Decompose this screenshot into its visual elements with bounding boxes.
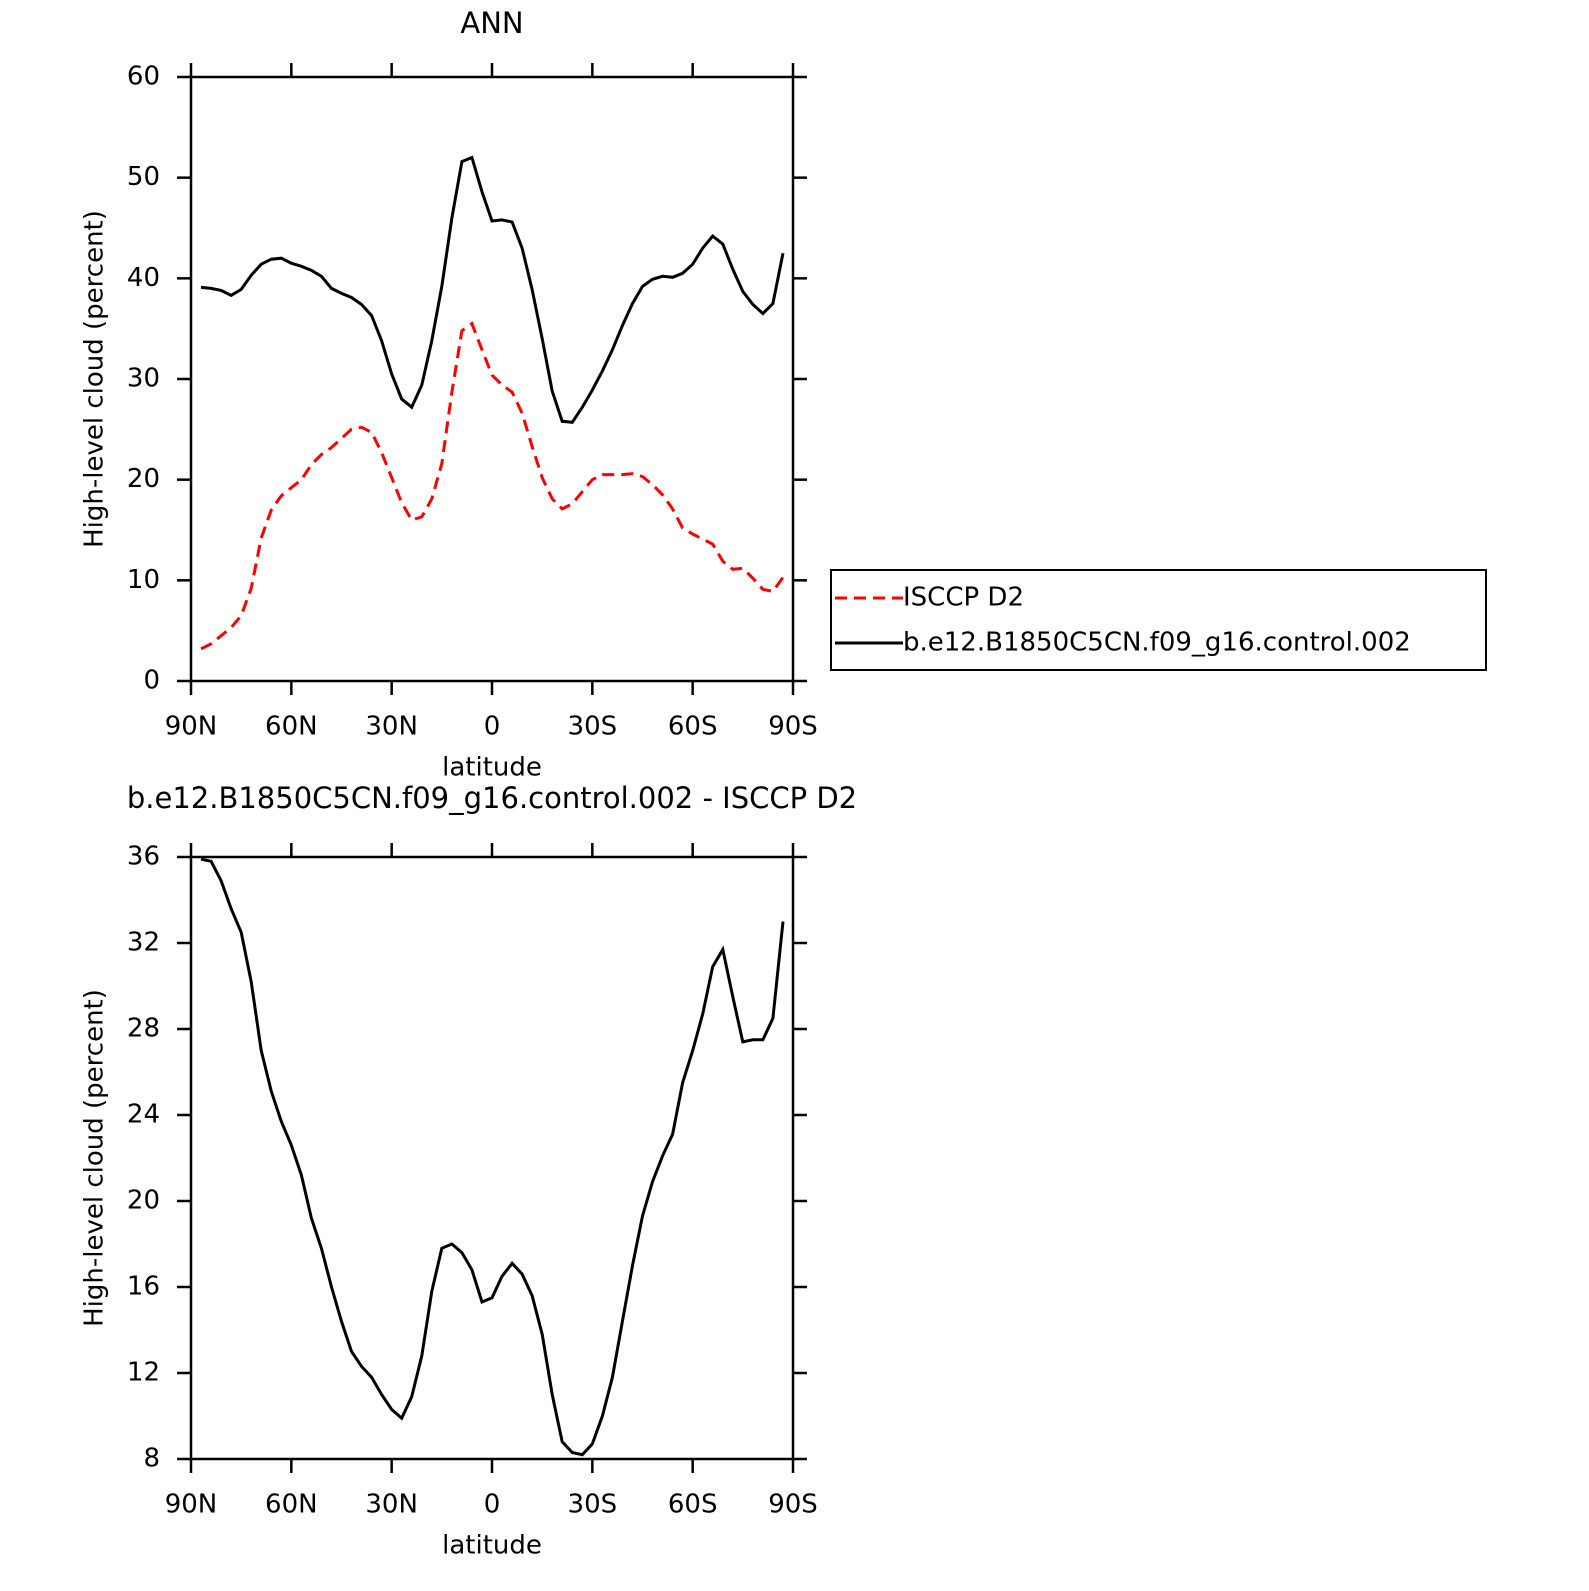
y-axis-label: High-level cloud (percent) — [80, 210, 110, 548]
legend-box — [830, 569, 1487, 671]
x-tick-label: 60N — [265, 712, 318, 742]
x-tick-label: 30S — [568, 1490, 618, 1520]
y-tick-label: 12 — [127, 1358, 160, 1388]
x-tick-label: 60N — [265, 1490, 318, 1520]
x-axis-label: latitude — [442, 1531, 542, 1561]
y-tick-label: 20 — [127, 464, 160, 494]
chart-title: b.e12.B1850C5CN.f09_g16.control.002 - IS… — [127, 781, 857, 815]
x-tick-label: 0 — [484, 1490, 501, 1520]
y-tick-label: 50 — [127, 162, 160, 192]
x-tick-label: 30N — [365, 712, 418, 742]
x-axis-label: latitude — [442, 753, 542, 783]
y-tick-label: 40 — [127, 263, 160, 293]
y-tick-label: 20 — [127, 1186, 160, 1216]
legend-label: b.e12.B1850C5CN.f09_g16.control.002 — [903, 628, 1411, 658]
y-tick-label: 60 — [127, 62, 160, 92]
y-tick-label: 28 — [127, 1014, 160, 1044]
x-tick-label: 90N — [165, 1490, 218, 1520]
x-tick-label: 60S — [668, 712, 718, 742]
x-tick-label: 60S — [668, 1490, 718, 1520]
x-tick-label: 90S — [768, 1490, 818, 1520]
y-tick-label: 8 — [143, 1444, 160, 1474]
data-line — [200, 321, 785, 651]
x-tick-label: 90N — [165, 712, 218, 742]
legend: ISCCP D2 b.e12.B1850C5CN.f09_g16.control.… — [830, 569, 1487, 671]
plot-frame — [189, 75, 795, 683]
x-tick-label: 0 — [484, 712, 501, 742]
x-tick-label: 30S — [568, 712, 618, 742]
y-axis-label: High-level cloud (percent) — [80, 989, 110, 1327]
y-tick-label: 30 — [127, 364, 160, 394]
y-tick-label: 10 — [127, 565, 160, 595]
data-line — [200, 155, 785, 424]
y-tick-label: 24 — [127, 1100, 160, 1130]
data-line — [200, 857, 785, 1457]
plot-frame — [189, 855, 795, 1461]
x-tick-label: 90S — [768, 712, 818, 742]
y-tick-label: 16 — [127, 1272, 160, 1302]
y-tick-label: 32 — [127, 928, 160, 958]
x-tick-label: 30N — [365, 1490, 418, 1520]
y-tick-label: 0 — [143, 666, 160, 696]
chart-title: ANN — [460, 6, 523, 40]
y-tick-label: 36 — [127, 842, 160, 872]
legend-label: ISCCP D2 — [903, 583, 1024, 613]
